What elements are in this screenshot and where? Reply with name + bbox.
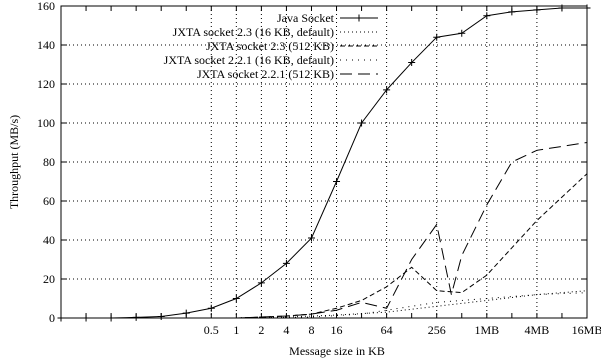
y-tick-label: 0 xyxy=(49,311,55,325)
x-tick-label: 16 xyxy=(331,323,343,337)
data-point-marker xyxy=(433,33,441,41)
series-line-2 xyxy=(61,290,588,319)
x-tick-label: 0.5 xyxy=(204,323,219,337)
legend-label: JXTA socket 2.2.1 (16 KB, default) xyxy=(164,53,334,67)
axes: 0 20 40 60 80 100 120 140 160 0.5 1 2 4 8 16 64 256 1MB 4M… xyxy=(37,0,601,337)
x-tick-label: 16MB xyxy=(572,323,601,337)
legend-label: JXTA socket 2.2.1 (512 KB) xyxy=(197,67,334,81)
x-axis-label: Message size in KB xyxy=(289,344,385,358)
x-tick-label: 256 xyxy=(428,323,446,337)
series-line-3 xyxy=(61,173,588,319)
data-point-marker xyxy=(282,259,290,267)
series-line-4 xyxy=(61,292,588,319)
x-tick-label: 64 xyxy=(381,323,393,337)
y-tick-label: 20 xyxy=(43,272,55,286)
legend-label: Java Socket xyxy=(277,11,335,25)
x-tick-label: 8 xyxy=(308,323,314,337)
data-point-marker xyxy=(182,309,190,317)
series-line-1 xyxy=(61,7,587,319)
data-point-marker xyxy=(583,4,591,12)
legend-marker xyxy=(355,14,363,22)
data-point-marker xyxy=(558,4,566,12)
x-tick-label: 1 xyxy=(233,323,239,337)
y-tick-label: 60 xyxy=(43,194,55,208)
y-tick-label: 140 xyxy=(37,38,55,52)
data-point-marker xyxy=(483,12,491,20)
y-tick-label: 40 xyxy=(43,233,55,247)
y-tick-label: 80 xyxy=(43,155,55,169)
data-point-marker xyxy=(458,29,466,37)
data-point-marker xyxy=(408,59,416,67)
y-axis-label: Throughput (MB/s) xyxy=(7,115,21,209)
data-point-marker xyxy=(533,6,541,14)
x-tick-label: 4MB xyxy=(525,323,550,337)
x-tick-label: 4 xyxy=(283,323,289,337)
plot-frame xyxy=(60,5,588,319)
legend-label: JXTA socket 2.3 (512 KB) xyxy=(206,39,334,53)
data-point-marker xyxy=(132,313,140,321)
y-tick-label: 160 xyxy=(37,0,55,13)
series-line-5 xyxy=(61,142,588,319)
data-point-marker xyxy=(358,119,366,127)
data-point-marker xyxy=(383,86,391,94)
grid xyxy=(61,6,587,318)
data-point-marker xyxy=(333,178,341,185)
legend-label: JXTA socket 2.3 (16 KB, default) xyxy=(173,25,334,39)
x-tick-label: 1MB xyxy=(474,323,499,337)
data-point-marker xyxy=(207,304,215,312)
data-point-marker xyxy=(157,312,165,320)
data-point-marker xyxy=(508,8,516,16)
data-point-marker xyxy=(232,295,240,302)
data-point-marker xyxy=(307,234,315,242)
y-tick-label: 120 xyxy=(37,77,55,91)
series-lines xyxy=(57,4,591,322)
data-point-marker xyxy=(257,279,265,287)
x-tick-label: 2 xyxy=(258,323,264,337)
y-tick-label: 100 xyxy=(37,116,55,130)
